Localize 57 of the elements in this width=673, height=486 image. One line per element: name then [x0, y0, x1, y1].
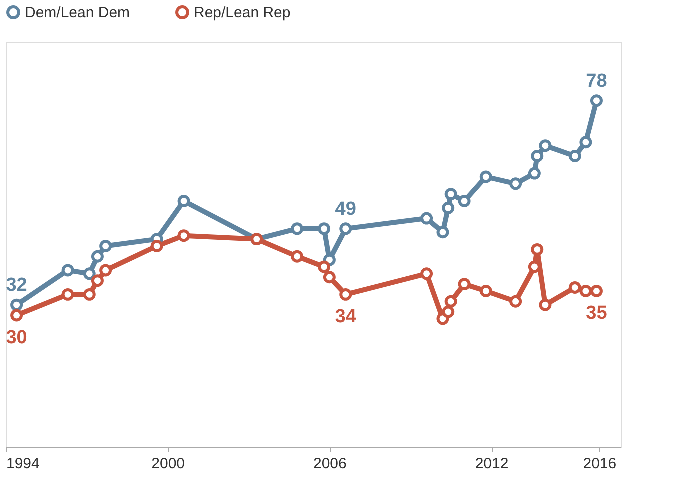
x-tick-label: 2012 [475, 456, 509, 472]
point [528, 167, 541, 180]
point [580, 136, 592, 149]
x-tick-label: 2006 [313, 456, 347, 472]
point [442, 306, 455, 318]
x-tick-label: 2016 [583, 456, 617, 472]
legend-label: Rep/Lean Rep [194, 4, 291, 22]
point [150, 240, 164, 252]
point [10, 298, 24, 312]
point [83, 268, 96, 280]
point [178, 194, 190, 208]
legend-label: Dem/Lean Dem [25, 4, 130, 22]
point [83, 288, 96, 301]
point [510, 295, 522, 308]
point [444, 188, 458, 201]
point [340, 288, 352, 301]
point [291, 222, 304, 236]
point [436, 226, 450, 239]
point [178, 230, 190, 242]
point [590, 284, 603, 298]
annotation: 32 [6, 275, 28, 296]
point [458, 194, 471, 208]
point [420, 268, 434, 280]
point [318, 260, 331, 274]
point [62, 264, 74, 277]
point [91, 250, 104, 263]
point [480, 284, 492, 298]
annotation: 35 [586, 303, 608, 324]
point [458, 278, 471, 291]
annotation: 30 [6, 327, 28, 348]
point [318, 222, 331, 236]
annotation: 78 [586, 70, 608, 92]
annotation: 49 [335, 198, 356, 220]
point [10, 309, 24, 322]
point [510, 178, 522, 190]
point [480, 170, 492, 184]
annotation: 34 [335, 306, 357, 328]
point [340, 222, 352, 236]
point [100, 264, 112, 277]
point [539, 140, 552, 152]
point [291, 250, 304, 263]
point [323, 271, 336, 284]
point [531, 150, 544, 162]
point [420, 212, 434, 225]
point [100, 240, 112, 252]
point [531, 243, 544, 256]
point [568, 150, 582, 162]
point [444, 295, 458, 308]
point [539, 298, 552, 312]
x-tick-label: 2000 [152, 456, 186, 472]
x-tick-label: 1994 [6, 456, 40, 472]
point [580, 284, 592, 298]
point [91, 274, 104, 288]
point [590, 94, 603, 108]
point [442, 202, 455, 214]
point [568, 282, 582, 294]
point [62, 288, 74, 301]
